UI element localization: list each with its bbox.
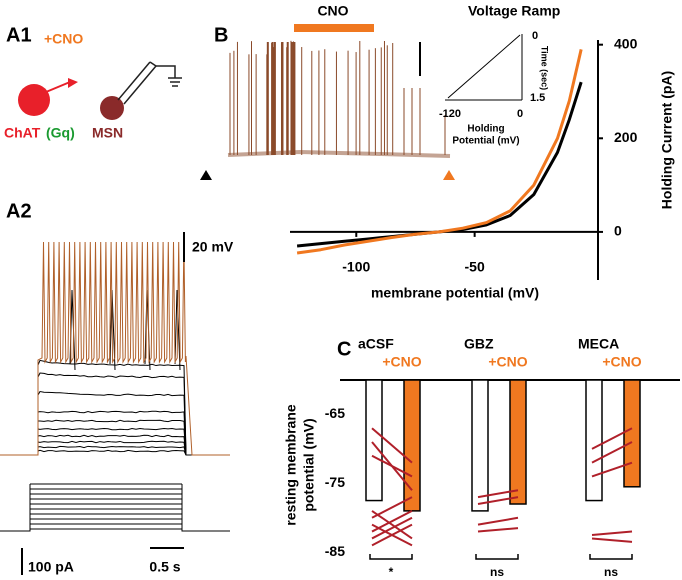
paired-line <box>591 537 633 543</box>
spike-trace <box>227 40 451 158</box>
panel-label: C <box>337 338 351 360</box>
paired-line <box>371 454 413 478</box>
trace <box>0 445 230 456</box>
trace <box>0 449 230 456</box>
gq-label: (Gq) <box>46 125 75 141</box>
inset-tick: 0 <box>517 108 523 120</box>
paired-line <box>477 496 519 505</box>
inset-tick: -120 <box>439 108 461 120</box>
spike <box>174 289 181 371</box>
end-marker <box>443 170 455 180</box>
axon <box>45 81 71 93</box>
drug-bar <box>294 24 374 32</box>
inset-axis-label: Time (sec) <box>540 46 550 90</box>
trace <box>0 440 230 456</box>
cno-label: +CNO <box>44 31 83 47</box>
trace <box>0 372 230 456</box>
current-steps <box>0 483 230 532</box>
terminal <box>68 78 78 88</box>
trace <box>0 241 230 456</box>
trace <box>0 419 230 456</box>
y-tick-label: 400 <box>614 35 638 51</box>
step <box>0 484 230 532</box>
bar <box>403 379 421 512</box>
trace <box>0 427 230 456</box>
inset-axis-label: Holding <box>467 124 504 135</box>
y-tick-label: -65 <box>325 405 345 421</box>
y-tick-label: 0 <box>614 223 622 239</box>
paired-line <box>371 510 413 540</box>
baseline <box>227 149 451 158</box>
y-tick-label: -75 <box>325 474 345 490</box>
electrode <box>117 61 182 105</box>
voltage-traces <box>0 241 230 456</box>
significance: ns <box>604 565 618 579</box>
paired-line <box>591 441 633 464</box>
paired-line <box>591 461 633 478</box>
paired-line <box>477 516 519 526</box>
series-label: +CNO <box>602 354 641 370</box>
inset-title: Voltage Ramp <box>468 3 560 19</box>
bar <box>365 379 383 502</box>
msn-cell <box>100 96 124 120</box>
y-tick-label: 200 <box>614 129 638 145</box>
scale-label: 20 mV <box>192 239 234 255</box>
inset-tick: 1.5 <box>530 92 545 104</box>
chat-cell <box>18 84 50 116</box>
paired-line <box>371 516 413 540</box>
y-axis-label: potential (mV) <box>301 418 317 511</box>
category-label: aCSF <box>358 336 394 352</box>
paired-line <box>477 527 519 533</box>
bracket <box>589 554 633 560</box>
paired-line <box>371 496 413 519</box>
bar <box>585 379 603 502</box>
scale-label: 100 pA <box>28 559 74 575</box>
category-label: MECA <box>578 336 619 352</box>
panel-label: B <box>214 24 228 46</box>
inset-axis-label: Potential (mV) <box>452 136 519 147</box>
drug-label: CNO <box>317 3 348 19</box>
trace <box>0 359 230 456</box>
x-axis-label: membrane potential (mV) <box>371 285 539 301</box>
series-label: +CNO <box>488 354 527 370</box>
y-axis-label: resting membrane <box>283 404 299 526</box>
paired-line <box>477 489 519 499</box>
x-tick-label: -100 <box>342 259 370 275</box>
paired-line <box>591 427 633 450</box>
paired-line <box>371 510 413 533</box>
scale-label: 0.5 s <box>149 559 180 575</box>
chat-label: ChAT <box>4 125 41 141</box>
panel-label: A2 <box>6 200 32 222</box>
trace <box>0 434 230 456</box>
trace <box>0 410 230 456</box>
bar <box>623 379 641 488</box>
charts: -100 -50 0 200 400 membrane potential (mV) Hol… <box>283 35 680 579</box>
y-tick-label: -85 <box>325 543 345 559</box>
trace <box>0 390 230 456</box>
msn-label: MSN <box>92 125 123 141</box>
panel-label: A1 <box>6 24 32 46</box>
x-tick-label: -50 <box>465 259 485 275</box>
iv-curve <box>296 49 583 255</box>
paired-line <box>591 530 633 536</box>
inset-axes <box>445 34 523 101</box>
significance: ns <box>490 565 504 579</box>
start-marker <box>200 170 212 180</box>
bar <box>471 379 489 512</box>
series-label: +CNO <box>382 354 421 370</box>
bracket <box>475 554 519 560</box>
bar <box>509 379 527 505</box>
inset-tick: 0 <box>532 30 538 42</box>
paired-line <box>371 427 413 464</box>
iv-curve <box>296 81 583 248</box>
category-label: GBZ <box>464 336 494 352</box>
paired-line <box>371 523 413 547</box>
y-axis-label: Holding Current (pA) <box>659 71 675 209</box>
significance: * <box>389 565 394 579</box>
bracket <box>369 554 413 560</box>
